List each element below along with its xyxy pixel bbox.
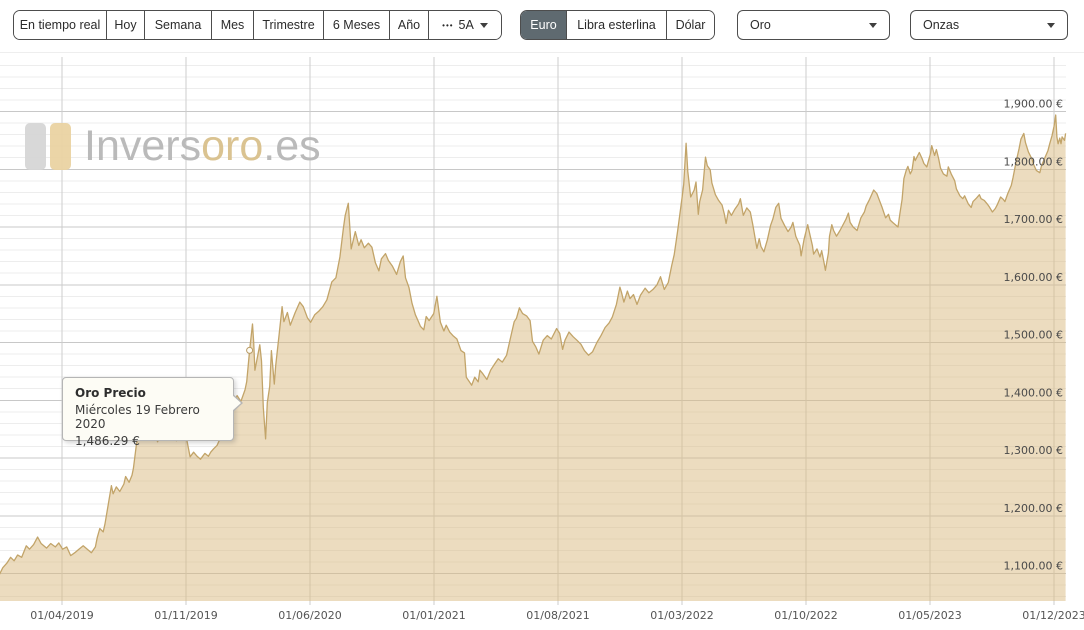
chart-tooltip: Oro Precio Miércoles 19 Febrero 2020 1,4… xyxy=(62,377,243,448)
y-axis-label: 1,800.00 € xyxy=(1004,155,1063,168)
more-dots-icon: ••• xyxy=(442,20,454,30)
chart-panel: 1,900.00 € 1,800.00 € 1,700.00 € 1,600.00 €… xyxy=(0,52,1084,630)
tooltip-date: Miércoles 19 Febrero 2020 xyxy=(75,403,200,431)
metal-select-value: Oro xyxy=(750,18,771,32)
chevron-down-icon xyxy=(1047,22,1055,28)
y-axis-label: 1,900.00 € xyxy=(1004,98,1063,111)
x-axis-label: 01/04/2019 xyxy=(30,609,93,622)
y-axis-label: 1,300.00 € xyxy=(1004,444,1063,457)
currency-button-euro[interactable]: Euro xyxy=(521,11,566,39)
logo-text: Inversoro.es xyxy=(84,122,321,170)
x-axis-label: 01/06/2020 xyxy=(278,609,341,622)
tooltip-series-name: Oro Precio xyxy=(75,386,146,400)
x-axis-label: 01/12/2023 xyxy=(1022,609,1084,622)
tooltip-value: 1,486.29 € xyxy=(75,434,140,448)
currency-button-group: Euro Libra esterlina Dólar xyxy=(520,10,715,40)
range-button-semana[interactable]: Semana xyxy=(144,11,211,39)
range-button-5a-more[interactable]: ••• 5A xyxy=(428,11,501,39)
range-button-trimestre[interactable]: Trimestre xyxy=(253,11,323,39)
chevron-down-icon xyxy=(869,22,877,28)
range-button-hoy[interactable]: Hoy xyxy=(106,11,144,39)
x-axis-label: 01/08/2021 xyxy=(526,609,589,622)
toolbar: En tiempo real Hoy Semana Mes Trimestre 6 Mes… xyxy=(0,0,1084,52)
unit-select[interactable]: Onzas xyxy=(910,10,1068,40)
y-axis-label: 1,600.00 € xyxy=(1004,271,1063,284)
x-axis-label: 01/05/2023 xyxy=(898,609,961,622)
y-axis-label: 1,200.00 € xyxy=(1004,502,1063,515)
y-axis-label: 1,500.00 € xyxy=(1004,329,1063,342)
range-button-ano[interactable]: Año xyxy=(389,11,428,39)
logo: Inversoro.es xyxy=(25,123,321,170)
metal-select[interactable]: Oro xyxy=(737,10,890,40)
range-button-en-tiempo-real[interactable]: En tiempo real xyxy=(14,11,106,39)
x-axis-label: 01/10/2022 xyxy=(774,609,837,622)
chevron-down-icon xyxy=(479,22,488,28)
range-5a-label: 5A xyxy=(458,18,474,32)
currency-button-libra-esterlina[interactable]: Libra esterlina xyxy=(566,11,666,39)
x-axis-label: 01/11/2019 xyxy=(154,609,217,622)
currency-button-dolar[interactable]: Dólar xyxy=(666,11,714,39)
y-axis-label: 1,700.00 € xyxy=(1004,213,1063,226)
range-button-6-meses[interactable]: 6 Meses xyxy=(323,11,389,39)
x-axis-label: 01/01/2021 xyxy=(402,609,465,622)
y-axis-label: 1,100.00 € xyxy=(1004,560,1063,573)
y-axis-label: 1,400.00 € xyxy=(1004,386,1063,399)
time-range-button-group: En tiempo real Hoy Semana Mes Trimestre 6 Mes… xyxy=(13,10,502,40)
logo-bar-gray-icon xyxy=(25,123,46,170)
x-axis-label: 01/03/2022 xyxy=(650,609,713,622)
logo-bar-gold-icon xyxy=(50,123,71,170)
range-button-mes[interactable]: Mes xyxy=(211,11,253,39)
unit-select-value: Onzas xyxy=(923,18,960,32)
